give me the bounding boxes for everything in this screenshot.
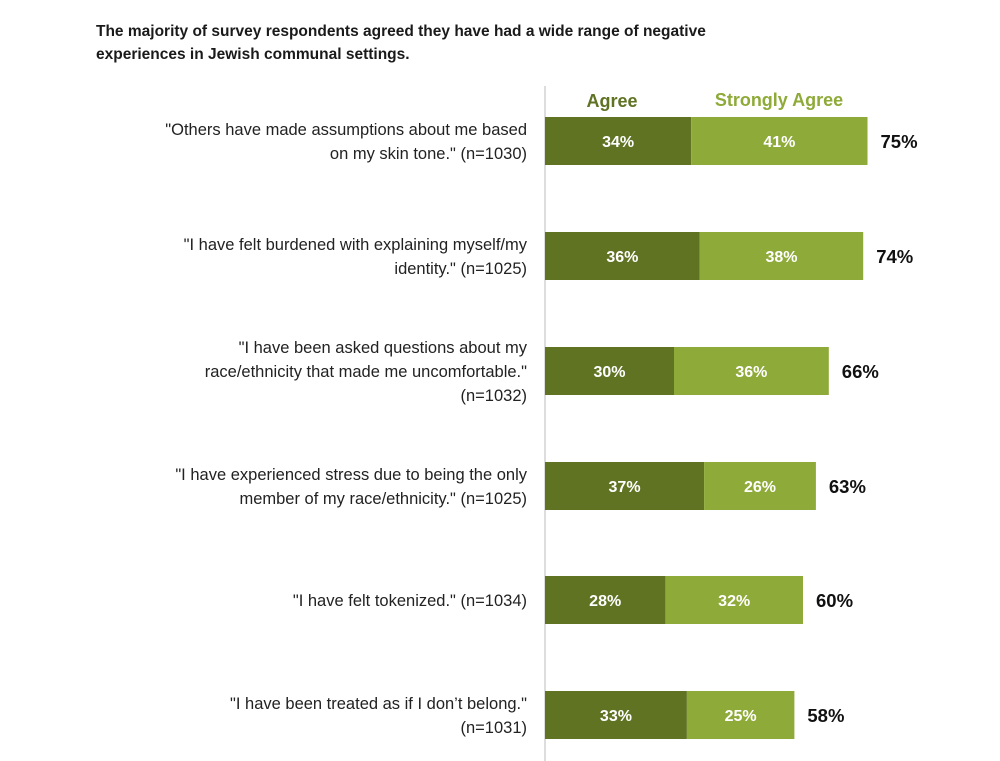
- data-label-strongly-agree: 26%: [744, 479, 776, 496]
- legend-agree: Agree: [586, 91, 637, 111]
- data-label-total: 63%: [829, 476, 866, 497]
- bar-agree: [545, 462, 705, 510]
- data-label-total: 58%: [807, 705, 844, 726]
- bar-strongly-agree: [686, 691, 795, 739]
- data-label-agree: 30%: [593, 364, 625, 381]
- bar-agree: [545, 347, 674, 395]
- bar-strongly-agree: [704, 462, 816, 510]
- chart-title: The majority of survey respondents agree…: [96, 23, 706, 63]
- category-label-line: "I have been asked questions about my: [239, 339, 528, 357]
- data-label-agree: 37%: [609, 479, 641, 496]
- bar-agree: [545, 691, 687, 739]
- category-label: "I have been treated as if I don’t belon…: [230, 695, 527, 737]
- category-label-line: race/ethnicity that made me uncomfortabl…: [205, 363, 527, 381]
- bar-agree: [545, 117, 692, 165]
- category-label-line: "I have been treated as if I don’t belon…: [230, 695, 527, 713]
- category-label-line: "Others have made assumptions about me b…: [165, 121, 527, 139]
- category-label-line: (n=1032): [460, 387, 527, 405]
- bar-strongly-agree: [699, 232, 864, 280]
- bar-strongly-agree: [691, 117, 868, 165]
- category-label-line: "I have experienced stress due to being …: [175, 466, 527, 484]
- category-label-line: on my skin tone." (n=1030): [330, 145, 527, 163]
- category-label: "Others have made assumptions about me b…: [165, 121, 527, 163]
- data-label-agree: 28%: [589, 593, 621, 610]
- bar-strongly-agree: [674, 347, 829, 395]
- data-label-strongly-agree: 36%: [735, 364, 767, 381]
- data-label-strongly-agree: 25%: [725, 708, 757, 725]
- category-label-line: identity." (n=1025): [394, 260, 527, 278]
- data-label-agree: 36%: [606, 249, 638, 266]
- data-label-strongly-agree: 38%: [765, 249, 797, 266]
- bar-strongly-agree: [665, 576, 803, 624]
- data-label-agree: 33%: [600, 708, 632, 725]
- bar-agree: [545, 232, 700, 280]
- category-label-line: (n=1031): [460, 719, 527, 737]
- category-label: "I have been asked questions about my rac…: [205, 339, 528, 405]
- category-label: "I have experienced stress due to being …: [175, 466, 527, 508]
- category-label-line: "I have felt tokenized." (n=1034): [293, 592, 527, 610]
- category-label: "I have felt tokenized." (n=1034): [293, 592, 527, 610]
- data-label-total: 75%: [881, 131, 918, 152]
- category-label-line: member of my race/ethnicity." (n=1025): [239, 490, 527, 508]
- category-label: "I have felt burdened with explaining my…: [184, 236, 528, 278]
- data-label-total: 60%: [816, 590, 853, 611]
- data-label-agree: 34%: [602, 134, 634, 151]
- category-label-line: "I have felt burdened with explaining my…: [184, 236, 528, 254]
- data-label-total: 74%: [876, 246, 913, 267]
- legend-strongly-agree: Strongly Agree: [715, 90, 843, 110]
- data-label-total: 66%: [842, 361, 879, 382]
- bar-agree: [545, 576, 666, 624]
- data-label-strongly-agree: 32%: [718, 593, 750, 610]
- data-label-strongly-agree: 41%: [763, 134, 795, 151]
